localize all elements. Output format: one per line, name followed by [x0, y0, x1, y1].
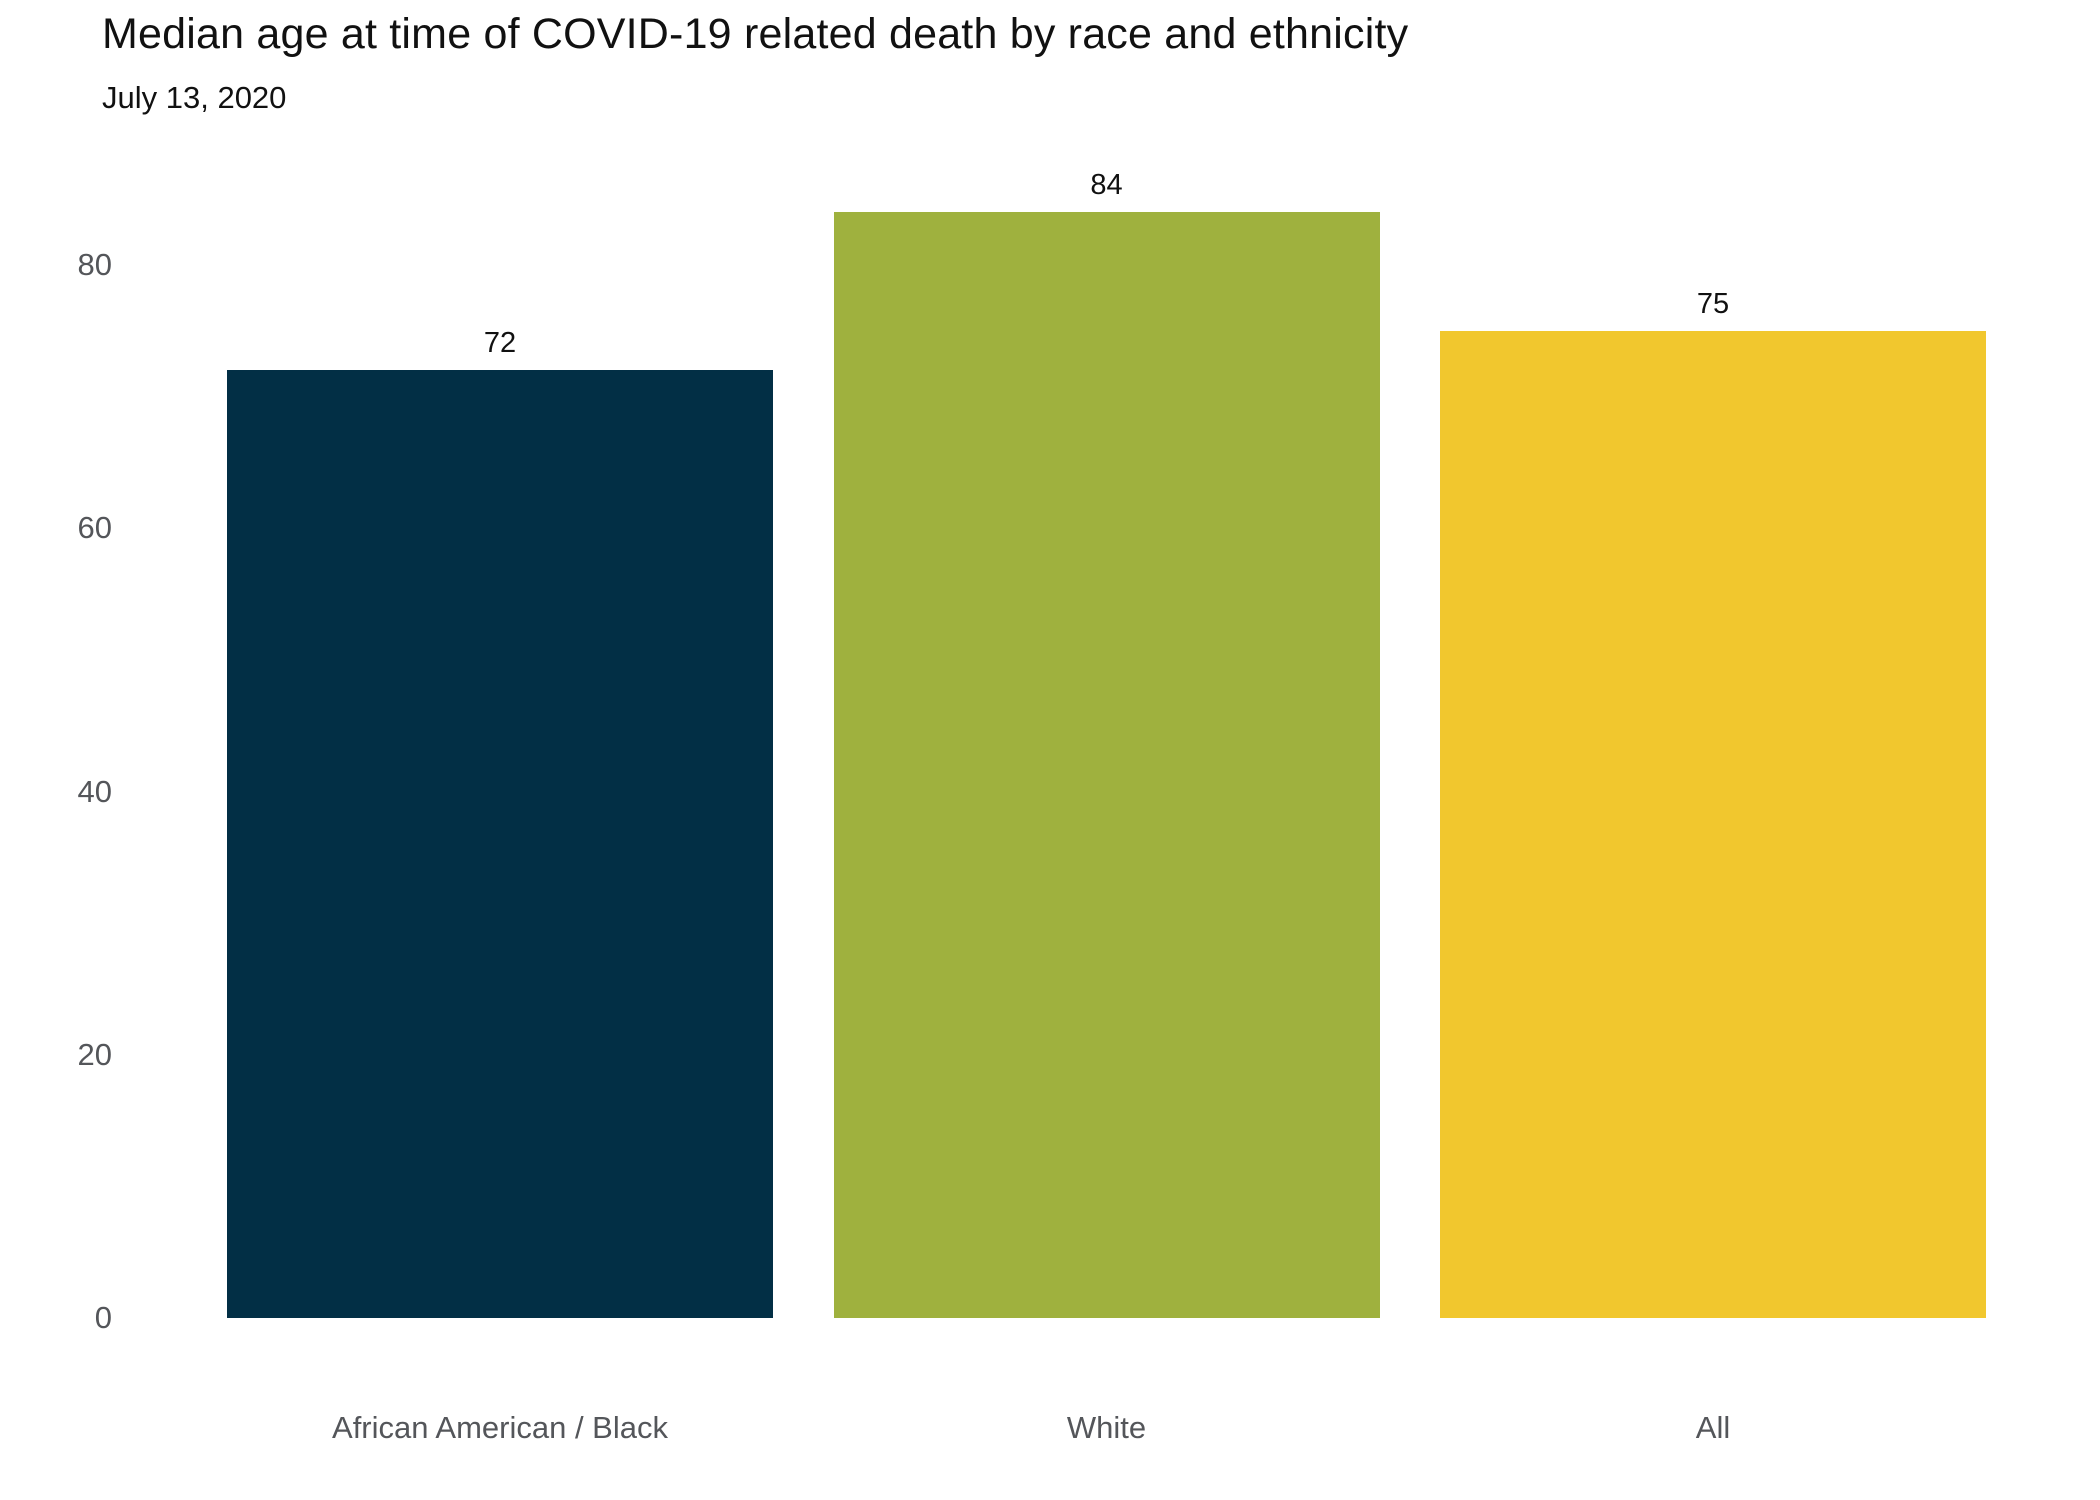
bar-value-label: 75 — [1696, 287, 1730, 320]
y-axis-tick-label: 20 — [77, 1036, 112, 1072]
bar-2 — [1440, 330, 1986, 1318]
y-axis-tick-label: 0 — [94, 1300, 112, 1335]
x-axis-category-label: All — [1695, 1410, 1731, 1445]
y-axis-tick-label: 60 — [77, 510, 112, 546]
bar-0 — [227, 370, 773, 1318]
y-axis-tick-label: 80 — [77, 247, 112, 282]
bar-value-label: 84 — [1090, 169, 1123, 202]
x-axis-category-label: White — [1066, 1410, 1147, 1445]
chart-subtitle: July 13, 2020 — [102, 80, 287, 115]
bar-1 — [833, 212, 1380, 1318]
chart-title: Median age at time of COVID-19 related d… — [102, 10, 1409, 58]
y-axis-tick-label: 40 — [77, 773, 112, 809]
x-axis-category-label: African American / Black — [332, 1410, 668, 1445]
bar-value-label: 72 — [483, 327, 517, 360]
